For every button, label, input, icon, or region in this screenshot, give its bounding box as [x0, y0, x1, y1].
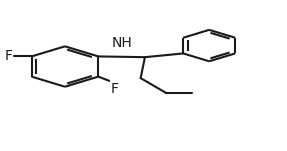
Text: F: F	[111, 82, 119, 96]
Text: NH: NH	[111, 36, 132, 50]
Text: F: F	[4, 49, 12, 63]
